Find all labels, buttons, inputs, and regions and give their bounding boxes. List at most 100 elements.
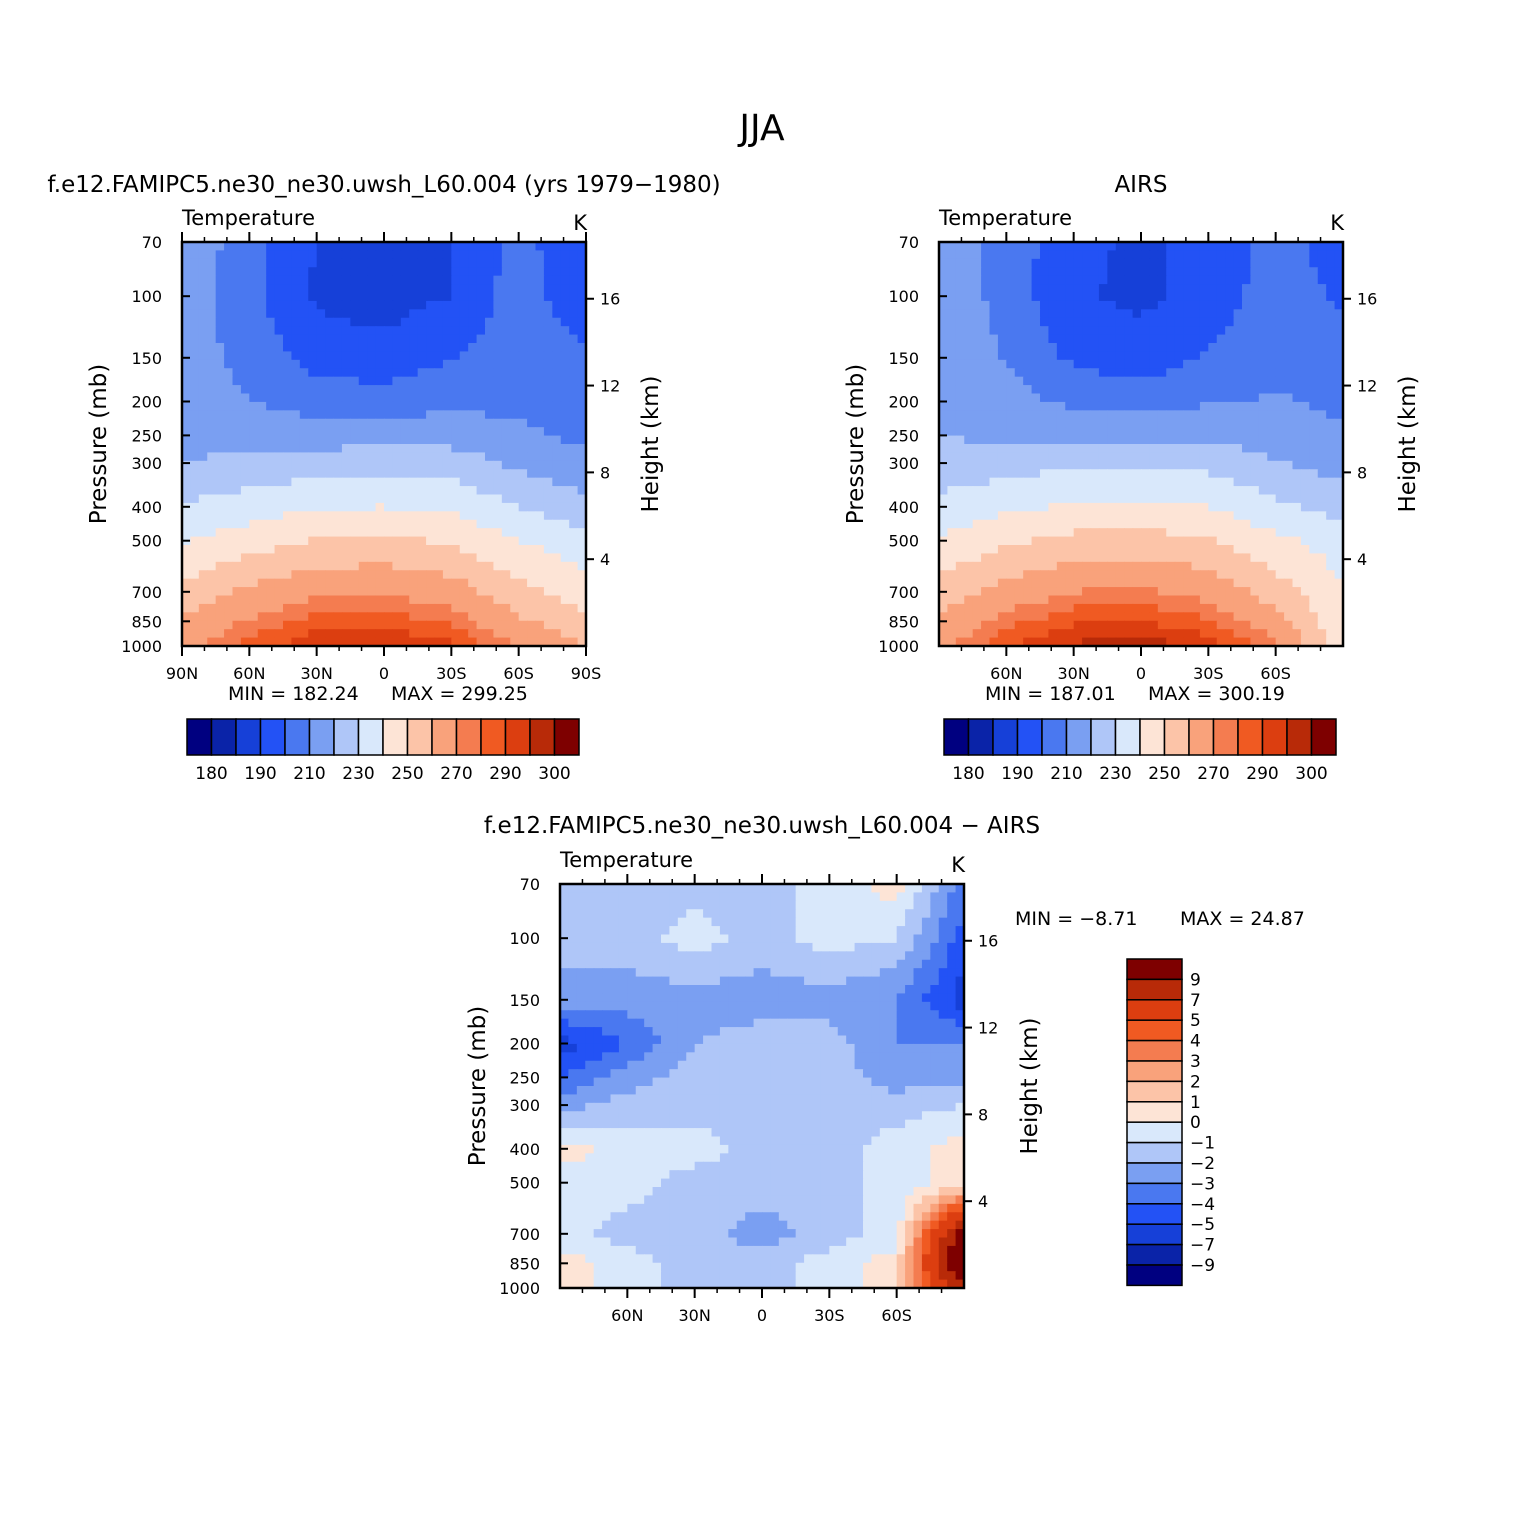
heatmap-cell [426,502,436,512]
x-tick-label: 30S [1193,664,1224,683]
heatmap-cell [863,892,873,902]
heatmap-cell [577,519,587,529]
heatmap-cell [518,359,528,369]
heatmap-cell [939,343,949,353]
heatmap-cell [1082,502,1092,512]
heatmap-cell [442,502,452,512]
heatmap-cell [493,444,503,454]
heatmap-cell [972,620,982,630]
heatmap-cell [308,452,318,462]
heatmap-cell [283,536,293,546]
heatmap-cell [762,900,772,910]
heatmap-cell [1258,292,1268,302]
heatmap-cell [459,460,469,470]
heatmap-cell [485,545,495,555]
heatmap-cell [299,620,309,630]
heatmap-cell [232,553,242,563]
heatmap-cell [341,444,351,454]
heatmap-cell [719,900,729,910]
heatmap-cell [333,444,343,454]
heatmap-cell [1199,343,1209,353]
heatmap-cell [198,494,208,504]
heatmap-cell [1023,570,1033,580]
heatmap-cell [1056,511,1066,521]
heatmap-cell [1292,300,1302,310]
heatmap-cell [451,469,461,479]
heatmap-cell [249,309,259,319]
heatmap-cell [392,511,402,521]
heatmap-cell [939,519,949,529]
heatmap-cell [283,351,293,361]
heatmap-cell [1048,502,1058,512]
heatmap-cell [224,326,234,336]
heatmap-cell [1090,477,1100,487]
heatmap-cell [964,275,974,285]
heatmap-cell [358,300,368,310]
heatmap-cell [299,612,309,622]
heatmap-cell [552,519,562,529]
heatmap-cell [947,612,957,622]
heatmap-cell [426,553,436,563]
heatmap-cell [947,595,957,605]
heatmap-cell [442,511,452,521]
heatmap-cell [1149,578,1159,588]
heatmap-cell [266,393,276,403]
heatmap-cell [198,401,208,411]
heatmap-cell [257,258,267,268]
heatmap-cell [972,545,982,555]
heatmap-cell [997,486,1007,496]
heatmap-cell [1258,385,1268,395]
heatmap-cell [1216,410,1226,420]
heatmap-cell [468,258,478,268]
heatmap-cell [493,275,503,285]
heatmap-cell [1031,545,1041,555]
heatmap-cell [981,460,991,470]
heatmap-cell [997,452,1007,462]
heatmap-cell [274,359,284,369]
heatmap-cell [1065,267,1075,277]
heatmap-cell [417,545,427,555]
heatmap-cell [1149,343,1159,353]
heatmap-cell [367,486,377,496]
heatmap-cell [989,545,999,555]
heatmap-cell [426,486,436,496]
colorbar-swatch [1212,718,1239,756]
heatmap-cell [182,603,192,613]
heatmap-cell [593,884,603,894]
panel-title: f.e12.FAMIPC5.ne30_ne30.uwsh_L60.004 (yr… [47,172,720,198]
heatmap-cell [257,385,267,395]
heatmap-cell [1284,317,1294,327]
heatmap-cell [981,284,991,294]
heatmap-cell [510,502,520,512]
heatmap-cell [1157,284,1167,294]
heatmap-cell [518,620,528,630]
y-tick-label: 1000 [878,637,919,656]
heatmap-cell [947,242,957,252]
heatmap-cell [1183,368,1193,378]
heatmap-cell [618,884,628,894]
heatmap-cell [1141,629,1151,639]
heatmap-cell [1275,570,1285,580]
heatmap-cell [560,553,570,563]
heatmap-cell [350,418,360,428]
heatmap-cell [1141,351,1151,361]
heatmap-cell [350,603,360,613]
heatmap-cell [560,612,570,622]
heatmap-cell [493,477,503,487]
heatmap-cell [972,300,982,310]
heatmap-cell [476,376,486,386]
heatmap-cell [1023,410,1033,420]
heatmap-cell [1082,620,1092,630]
heatmap-cell [190,637,200,647]
heatmap-cell [1048,267,1058,277]
heatmap-cell [215,595,225,605]
heatmap-cell [964,309,974,319]
heatmap-cell [409,587,419,597]
heatmap-cell [947,351,957,361]
heatmap-cell [1183,376,1193,386]
heatmap-cell [1065,603,1075,613]
heatmap-cell [358,545,368,555]
heatmap-cell [1166,300,1176,310]
heatmap-cell [1258,376,1268,386]
heatmap-cell [459,502,469,512]
